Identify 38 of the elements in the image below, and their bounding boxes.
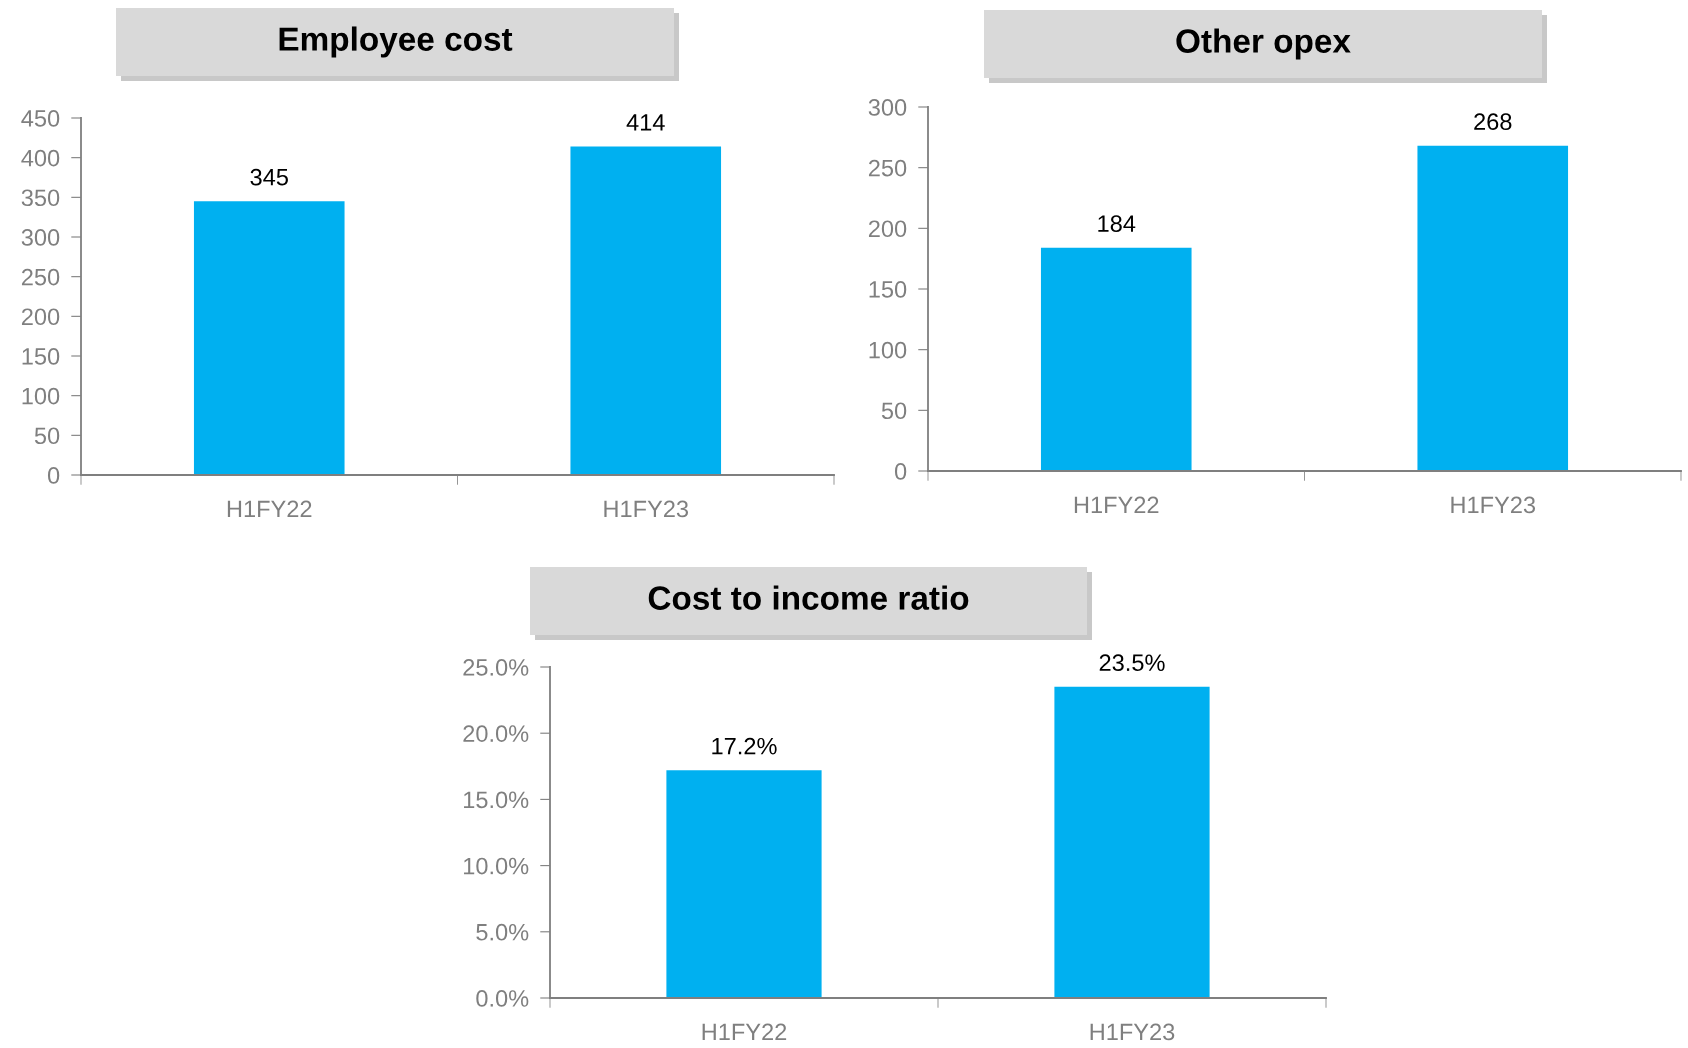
chart-title: Other opex [1176, 28, 1351, 60]
data-label: 345 [250, 168, 288, 186]
x-tick-label: H1FY22 [1074, 496, 1159, 514]
x-tick-label: H1FY23 [1090, 1023, 1175, 1041]
data-label: 17.2% [712, 737, 777, 755]
y-tick-label: 0.0% [476, 990, 529, 1007]
y-tick-label: 150 [22, 348, 60, 365]
x-tick-label: H1FY22 [702, 1023, 787, 1041]
y-tick-label: 100 [22, 387, 60, 405]
y-tick-label: 250 [21, 268, 60, 286]
y-tick-label: 450 [21, 110, 60, 127]
x-tick-label: H1FY23 [604, 500, 689, 518]
y-tick-label: 400 [21, 149, 60, 167]
y-tick-label: 100 [869, 341, 907, 359]
chart-title: Cost to income ratio [648, 585, 969, 610]
y-tick-label: 15.0% [464, 791, 529, 809]
y-tick-label: 150 [869, 281, 907, 298]
y-tick-label: 50 [881, 402, 907, 420]
y-tick-label: 200 [21, 308, 60, 326]
y-tick-label: 200 [868, 220, 907, 238]
y-tick-label: 25.0% [463, 659, 529, 676]
y-tick-label: 50 [34, 427, 60, 445]
y-tick-label: 300 [21, 229, 60, 246]
x-tick-label: H1FY22 [227, 500, 312, 518]
data-label: 184 [1098, 215, 1136, 232]
y-tick-label: 20.0% [463, 725, 529, 742]
y-tick-label: 10.0% [464, 857, 529, 875]
x-tick-label: H1FY23 [1451, 496, 1536, 514]
data-label: 414 [626, 114, 665, 131]
y-tick-label: 0 [894, 463, 907, 480]
data-label: 268 [1474, 113, 1512, 131]
data-label: 23.5% [1099, 654, 1165, 672]
y-tick-label: 350 [21, 189, 60, 207]
y-tick-label: 250 [868, 159, 907, 177]
chart-title: Employee cost [279, 26, 513, 58]
y-tick-label: 5.0% [476, 923, 529, 941]
y-tick-label: 0 [47, 467, 60, 484]
y-tick-label: 300 [868, 99, 907, 116]
